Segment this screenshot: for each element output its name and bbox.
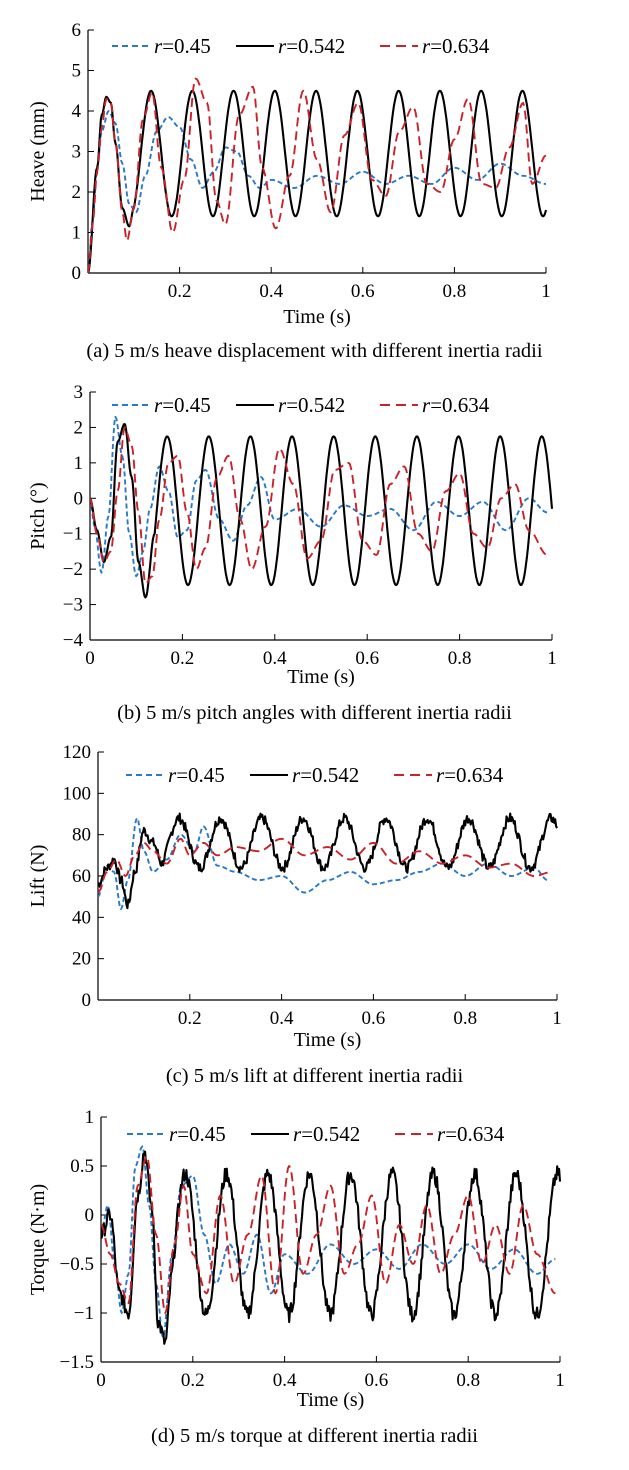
legend-entry: r=0.542 xyxy=(278,393,345,417)
y-tick-label: −2 xyxy=(63,559,83,580)
legend-entry: r=0.634 xyxy=(437,1122,505,1146)
chart-panel-c: 0 20 40 60 80 100 120 0.2 0.4 0.6 0.8 1 Time (s) Lift… xyxy=(27,742,562,1087)
legend-entry: r=0.45 xyxy=(154,393,211,417)
series-line-r-0-634 xyxy=(90,426,548,585)
y-tick-label: 40 xyxy=(72,907,91,928)
series-line-r-0-542 xyxy=(98,812,558,910)
y-tick-label: 5 xyxy=(72,61,82,82)
x-tick-label: 0.6 xyxy=(355,648,379,669)
x-tick-label: 1 xyxy=(555,1370,565,1391)
x-axis-label: Time (s) xyxy=(297,1389,365,1411)
x-tick-label: 0.6 xyxy=(351,281,375,302)
x-tick-label: 0.4 xyxy=(263,648,287,669)
legend: r=0.45 r=0.542 r=0.634 xyxy=(112,34,490,58)
y-tick-label: 0 xyxy=(85,1205,95,1226)
y-tick-label: 3 xyxy=(72,142,82,163)
y-axis-label: Pitch (°) xyxy=(27,482,49,549)
y-tick-label: −0.5 xyxy=(60,1254,94,1275)
y-tick-label: 0.5 xyxy=(70,1156,94,1177)
y-tick-label: 80 xyxy=(72,825,91,846)
chart-panel-b: −4 −3 −2 −1 0 1 2 3 0 0.2 0.4 0.6 0.8 1 Time (s) Pitch … xyxy=(27,382,557,724)
x-tick-label: 1 xyxy=(547,648,557,669)
x-tick-label: 0.2 xyxy=(178,1008,202,1029)
legend: r=0.45 r=0.542 r=0.634 xyxy=(112,393,490,417)
x-tick-label: 0.4 xyxy=(270,1008,294,1029)
y-tick-label: 6 xyxy=(72,20,82,41)
y-tick-label: −3 xyxy=(63,595,83,616)
y-tick-label: 120 xyxy=(63,742,92,763)
x-tick-label: 0.2 xyxy=(171,648,195,669)
x-tick-label: 0.8 xyxy=(456,1370,480,1391)
figure-caption: (c) 5 m/s lift at different inertia radi… xyxy=(166,1065,464,1087)
legend-entry: r=0.45 xyxy=(169,1122,226,1146)
y-tick-label: 1 xyxy=(72,223,82,244)
series-line-r-0-542 xyxy=(90,423,554,599)
y-tick-label: 60 xyxy=(72,866,91,887)
y-tick-label: 0 xyxy=(72,263,82,284)
x-tick-label: 0.4 xyxy=(259,281,283,302)
x-tick-label: 0 xyxy=(85,648,95,669)
legend-entry: r=0.542 xyxy=(278,34,345,58)
y-tick-label: 0 xyxy=(74,488,84,509)
x-tick-label: 0.8 xyxy=(453,1008,477,1029)
x-axis-label: Time (s) xyxy=(283,306,351,328)
y-tick-label: −1 xyxy=(63,524,83,545)
figure-caption: (b) 5 m/s pitch angles with different in… xyxy=(117,702,512,724)
y-tick-label: 1 xyxy=(74,453,84,474)
series-line-r-0-634 xyxy=(101,1155,556,1314)
x-tick-label: 1 xyxy=(552,1008,562,1029)
x-tick-label: 0.8 xyxy=(448,648,472,669)
x-tick-label: 0.4 xyxy=(273,1370,297,1391)
x-axis-label: Time (s) xyxy=(287,666,355,688)
y-tick-label: 0 xyxy=(82,990,92,1011)
x-axis-label: Time (s) xyxy=(294,1029,362,1051)
chart-panel-a: 0 1 2 3 4 5 6 0.2 0.4 0.6 0.8 1 Time (s) Heave (mm) r=… xyxy=(27,20,551,362)
y-tick-label: 2 xyxy=(74,417,84,438)
x-tick-label: 0.6 xyxy=(365,1370,389,1391)
legend-entry: r=0.542 xyxy=(292,763,359,787)
y-tick-label: −1.5 xyxy=(60,1352,94,1373)
x-tick-label: 0.8 xyxy=(443,281,467,302)
legend: r=0.45 r=0.542 r=0.634 xyxy=(127,1122,505,1146)
legend-entry: r=0.45 xyxy=(168,763,225,787)
y-tick-label: 3 xyxy=(74,382,84,403)
y-tick-label: 1 xyxy=(85,1107,95,1128)
y-axis-label: Lift (N) xyxy=(27,845,49,908)
y-tick-label: 2 xyxy=(72,182,82,203)
series-line-r-0-634 xyxy=(98,837,553,894)
y-tick-label: 100 xyxy=(63,783,92,804)
y-tick-label: −1 xyxy=(74,1303,94,1324)
x-tick-label: 0.2 xyxy=(168,281,192,302)
y-tick-label: −4 xyxy=(63,630,84,651)
y-tick-label: 20 xyxy=(72,949,91,970)
series-line-r-0-45 xyxy=(90,415,548,578)
legend-entry: r=0.634 xyxy=(436,763,504,787)
x-tick-label: 0.6 xyxy=(362,1008,386,1029)
x-tick-label: 0.2 xyxy=(181,1370,205,1391)
x-tick-label: 1 xyxy=(541,281,551,302)
legend-entry: r=0.634 xyxy=(422,393,490,417)
figure-caption: (d) 5 m/s torque at different inertia ra… xyxy=(151,1425,478,1447)
y-tick-label: 4 xyxy=(72,101,82,122)
legend-entry: r=0.542 xyxy=(293,1122,360,1146)
series-line-r-0-45 xyxy=(98,817,548,911)
figure-caption: (a) 5 m/s heave displacement with differ… xyxy=(86,340,542,362)
series-line-r-0-542 xyxy=(101,1150,562,1345)
y-axis-label: Torque (N·m) xyxy=(27,1184,49,1295)
legend-entry: r=0.45 xyxy=(154,34,211,58)
series-line-r-0-45 xyxy=(88,110,546,274)
legend: r=0.45 r=0.542 r=0.634 xyxy=(126,763,504,787)
chart-panel-d: −1.5 −1 −0.5 0 0.5 1 0 0.2 0.4 0.6 0.8 1 Time (s) Tor… xyxy=(27,1107,565,1447)
x-tick-label: 0 xyxy=(96,1370,106,1391)
y-axis-label: Heave (mm) xyxy=(27,101,49,202)
legend-entry: r=0.634 xyxy=(422,34,490,58)
